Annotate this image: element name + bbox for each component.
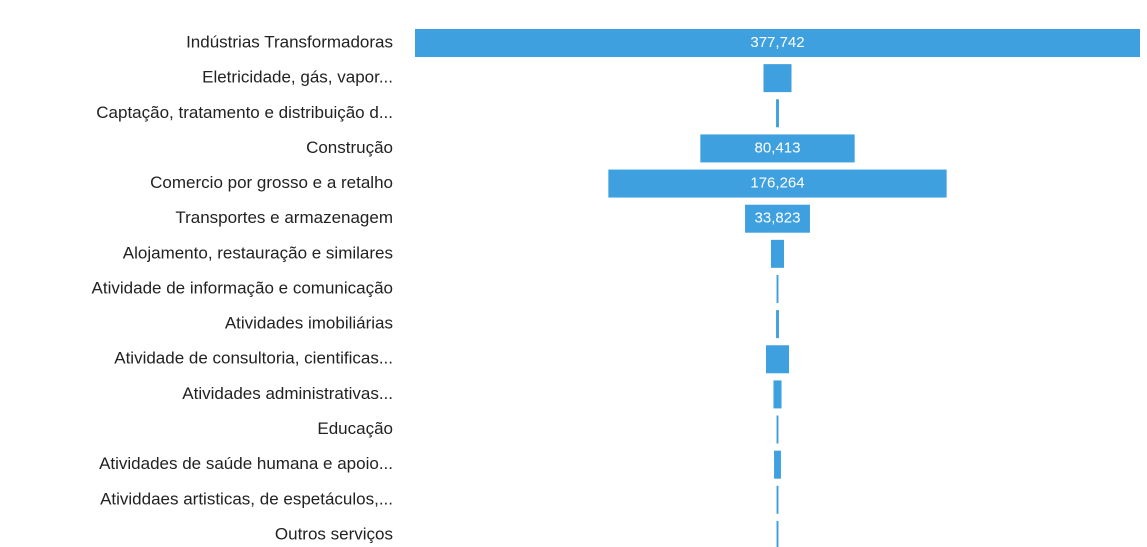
- bar: [776, 99, 779, 128]
- category-label: Alojamento, restauração e similares: [123, 243, 393, 262]
- category-label: Outros serviços: [275, 524, 393, 543]
- category-label: Atividade de consultoria, cientificas...: [114, 349, 393, 368]
- category-label: Eletricidade, gás, vapor...: [202, 68, 393, 87]
- bar: [773, 380, 782, 409]
- bar: [776, 274, 779, 303]
- bar: [776, 520, 779, 547]
- value-label: 377,742: [750, 34, 804, 51]
- category-label: Indústrias Transformadoras: [186, 32, 393, 51]
- bar: [415, 29, 1140, 57]
- category-label: Atividades administrativas...: [182, 384, 393, 403]
- bar: [765, 345, 790, 374]
- category-label: Educação: [317, 419, 393, 438]
- category-label: Construção: [306, 138, 393, 157]
- bar: [776, 415, 779, 444]
- value-label: 33,823: [755, 210, 801, 227]
- bar: [763, 64, 792, 93]
- bar: [745, 204, 810, 233]
- category-label: Atividades de saúde humana e apoio...: [99, 454, 393, 473]
- category-label: Atividdaes artisticas, de espetáculos,..…: [100, 489, 393, 508]
- category-label: Atividades imobiliárias: [225, 314, 393, 333]
- bar: [776, 310, 779, 339]
- bar: [608, 169, 947, 198]
- category-label: Comercio por grosso e a retalho: [150, 173, 393, 192]
- category-label: Captação, tratamento e distribuição d...: [96, 103, 393, 122]
- value-label: 176,264: [750, 175, 804, 192]
- bar: [700, 134, 855, 163]
- category-label: Transportes e armazenagem: [175, 208, 393, 227]
- bar: [770, 239, 785, 268]
- bar: [776, 485, 779, 514]
- bar: [774, 450, 781, 479]
- category-label: Atividade de informação e comunicação: [92, 278, 393, 297]
- value-label: 80,413: [755, 139, 801, 156]
